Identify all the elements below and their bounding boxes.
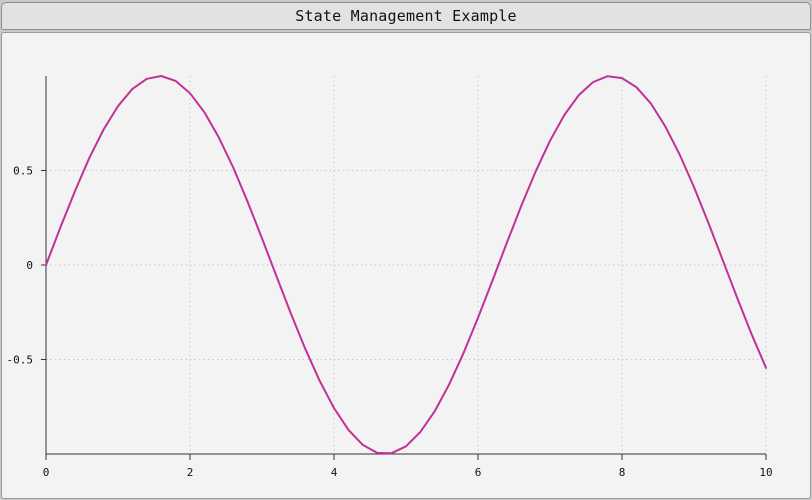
y-tick-label: -0.5 <box>7 354 34 367</box>
x-tick-label: 2 <box>187 466 194 479</box>
y-tick-label: 0 <box>26 259 33 272</box>
axes <box>41 76 767 460</box>
grid-lines <box>46 76 767 454</box>
x-tick-label: 10 <box>759 466 772 479</box>
series-layer <box>45 75 767 455</box>
tick-labels: 0 2 4 6 8 10 -0.5 0 0.5 <box>7 165 773 480</box>
x-tick-label: 8 <box>619 466 626 479</box>
x-tick-label: 0 <box>43 466 50 479</box>
window-title: State Management Example <box>295 7 517 25</box>
x-tick-label: 4 <box>331 466 338 479</box>
y-tick-label: 0.5 <box>13 165 33 178</box>
x-tick-label: 6 <box>475 466 482 479</box>
series-line <box>45 75 767 455</box>
window-titlebar[interactable]: State Management Example <box>1 2 811 30</box>
